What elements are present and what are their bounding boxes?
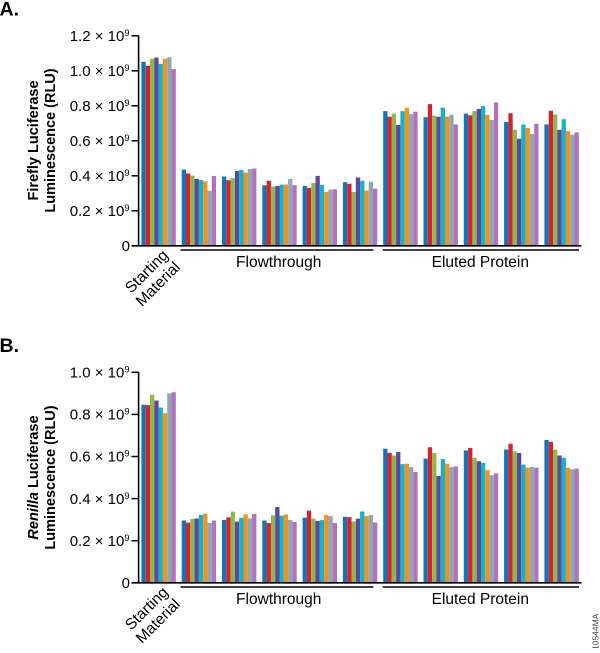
svg-text:Luminescence (RLU): Luminescence (RLU) [43,68,59,212]
svg-text:0.4 × 109: 0.4 × 109 [70,491,130,508]
svg-text:Eluted Protein: Eluted Protein [432,254,529,271]
svg-text:Renilla Luciferase: Renilla Luciferase [26,415,42,539]
svg-text:0: 0 [122,238,130,255]
svg-text:0.2 × 109: 0.2 × 109 [70,533,130,550]
svg-text:Flowthrough: Flowthrough [236,591,321,608]
svg-text:Eluted Protein: Eluted Protein [432,591,529,608]
svg-text:0.8 × 109: 0.8 × 109 [70,98,130,115]
svg-text:0.4 × 109: 0.4 × 109 [70,168,130,185]
svg-text:0: 0 [122,575,130,592]
svg-text:Firefly Luciferase: Firefly Luciferase [26,80,42,200]
svg-text:Luminescence (RLU): Luminescence (RLU) [43,405,59,549]
svg-text:0.8 × 109: 0.8 × 109 [70,407,130,424]
svg-text:B.: B. [0,335,19,357]
svg-text:0.6 × 109: 0.6 × 109 [70,449,130,466]
svg-text:0.6 × 109: 0.6 × 109 [70,133,130,150]
svg-text:A.: A. [0,0,19,21]
svg-text:1.0 × 109: 1.0 × 109 [70,63,130,80]
svg-text:Flowthrough: Flowthrough [236,254,321,271]
svg-text:1.2 × 109: 1.2 × 109 [70,28,130,45]
svg-text:0.2 × 109: 0.2 × 109 [70,203,130,220]
svg-text:1.0 × 109: 1.0 × 109 [70,365,130,382]
svg-text:10544MA: 10544MA [591,613,600,648]
